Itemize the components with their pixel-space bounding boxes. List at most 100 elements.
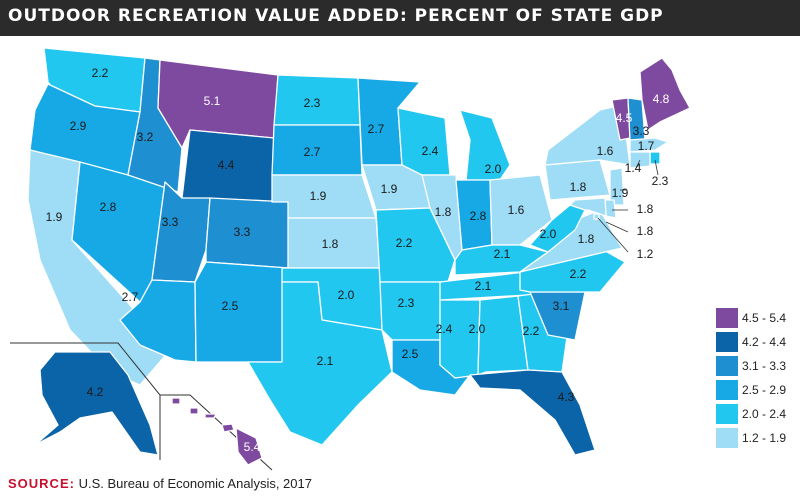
state-hi[interactable]: [235, 427, 263, 466]
state-label-fl: 4.3: [558, 390, 575, 404]
state-label-md: 1.8: [637, 224, 654, 238]
state-label-az: 2.7: [122, 290, 139, 304]
hawaii-island-molokai: [204, 413, 217, 419]
state-label-oh: 1.6: [508, 203, 525, 217]
state-fl[interactable]: [469, 369, 596, 456]
state-de[interactable]: [604, 199, 617, 219]
legend: 4.5 - 5.4 4.2 - 4.4 3.1 - 3.3 2.5 - 2.9 …: [716, 308, 800, 452]
state-label-ok: 2.0: [338, 288, 355, 302]
state-label-ar: 2.3: [398, 296, 415, 310]
state-label-me: 4.8: [653, 92, 670, 106]
legend-label: 3.1 - 3.3: [742, 359, 787, 373]
state-label-al: 2.0: [469, 322, 486, 336]
state-label-nm: 2.5: [222, 299, 239, 313]
state-label-ks: 1.8: [322, 237, 339, 251]
state-nj[interactable]: [609, 167, 625, 206]
state-label-vt: 4.5: [616, 111, 633, 125]
state-label-id: 3.2: [137, 130, 154, 144]
state-label-sc: 3.1: [553, 299, 570, 313]
legend-label: 4.2 - 4.4: [742, 335, 787, 349]
state-ak[interactable]: [34, 351, 159, 456]
leader-line-dc: [597, 217, 629, 253]
map-title: OUTDOOR RECREATION VALUE ADDED: PERCENT …: [8, 6, 664, 26]
state-label-ri: 2.3: [652, 174, 669, 188]
state-label-nc: 2.2: [570, 267, 587, 281]
state-label-sd: 2.7: [304, 145, 321, 159]
state-label-wv: 2.0: [540, 227, 557, 241]
state-label-ky: 2.1: [494, 247, 511, 261]
legend-item: 3.1 - 3.3: [716, 356, 800, 376]
state-label-hi: 5.4: [244, 440, 261, 454]
state-ms[interactable]: [439, 299, 481, 379]
legend-item: 1.2 - 1.9: [716, 428, 800, 448]
legend-swatch: [716, 380, 738, 400]
state-label-co: 3.3: [234, 225, 251, 239]
state-label-ct: 1.4: [625, 161, 642, 175]
state-label-tx: 2.1: [317, 354, 334, 368]
legend-swatch: [716, 332, 738, 352]
state-me[interactable]: [639, 57, 691, 131]
state-label-wi: 2.4: [422, 144, 439, 158]
source-note: SOURCE: U.S. Bureau of Economic Analysis…: [8, 476, 312, 491]
state-ky[interactable]: [454, 244, 549, 276]
legend-item: 2.0 - 2.4: [716, 404, 800, 424]
alaska-inset-border: [10, 342, 161, 460]
state-label-il: 1.8: [435, 205, 452, 219]
leader-line-md: [605, 221, 629, 233]
state-label-la: 2.5: [402, 347, 419, 361]
state-labels: 2.2 2.9 1.9 2.8 3.2 5.1 4.4 3.3 2.7 3.3 …: [46, 66, 670, 454]
state-tx[interactable]: [247, 281, 393, 446]
state-label-tn: 2.1: [475, 279, 492, 293]
state-label-wa: 2.2: [92, 66, 109, 80]
leader-line-ct: [635, 159, 641, 169]
state-label-mi: 2.0: [485, 162, 502, 176]
state-label-ut: 3.3: [162, 215, 179, 229]
state-label-nv: 2.8: [100, 200, 117, 214]
state-label-ma: 1.7: [638, 139, 655, 153]
legend-item: 2.5 - 2.9: [716, 380, 800, 400]
state-label-ca: 1.9: [46, 210, 63, 224]
source-prefix: SOURCE:: [8, 476, 75, 491]
state-md[interactable]: [569, 197, 607, 217]
state-label-ny: 1.6: [597, 144, 614, 158]
state-label-mn: 2.7: [368, 122, 385, 136]
legend-swatch: [716, 356, 738, 376]
state-label-ia: 1.9: [381, 182, 398, 196]
state-wi[interactable]: [397, 107, 451, 176]
state-label-in: 2.8: [470, 209, 487, 223]
legend-item: 4.2 - 4.4: [716, 332, 800, 352]
legend-swatch: [716, 428, 738, 448]
legend-label: 2.5 - 2.9: [742, 383, 787, 397]
state-oh[interactable]: [489, 174, 553, 246]
state-label-nh: 3.3: [633, 124, 650, 138]
legend-swatch: [716, 404, 738, 424]
state-nm[interactable]: [194, 261, 289, 363]
title-bar: OUTDOOR RECREATION VALUE ADDED: PERCENT …: [0, 0, 800, 36]
hawaii-island-oahu: [189, 407, 199, 415]
state-label-ga: 2.2: [523, 324, 540, 338]
leader-line-ri: [654, 159, 659, 176]
state-label-mo: 2.2: [396, 236, 413, 250]
state-label-mt: 5.1: [204, 94, 221, 108]
state-label-ms: 2.4: [436, 322, 453, 336]
state-label-dc: 1.2: [637, 247, 654, 261]
source-text: U.S. Bureau of Economic Analysis, 2017: [78, 476, 312, 491]
state-al[interactable]: [477, 295, 529, 376]
state-label-de: 1.8: [637, 202, 654, 216]
us-map: 2.2 2.9 1.9 2.8 3.2 5.1 4.4 3.3 2.7 3.3 …: [10, 47, 691, 471]
state-label-nd: 2.3: [304, 96, 321, 110]
state-label-nj: 1.9: [612, 186, 629, 200]
legend-swatch: [716, 308, 738, 328]
hawaii-island-kauai: [171, 397, 181, 405]
legend-label: 2.0 - 2.4: [742, 407, 787, 421]
state-label-ak: 4.2: [87, 385, 104, 399]
legend-label: 1.2 - 1.9: [742, 431, 787, 445]
state-label-pa: 1.8: [570, 180, 587, 194]
state-label-va: 1.8: [578, 232, 595, 246]
state-label-or: 2.9: [70, 119, 87, 133]
state-ri[interactable]: [649, 151, 661, 165]
legend-item: 4.5 - 5.4: [716, 308, 800, 328]
state-ma[interactable]: [629, 137, 669, 153]
hawaii-island-maui: [221, 423, 235, 433]
state-label-wy: 4.4: [218, 158, 235, 172]
